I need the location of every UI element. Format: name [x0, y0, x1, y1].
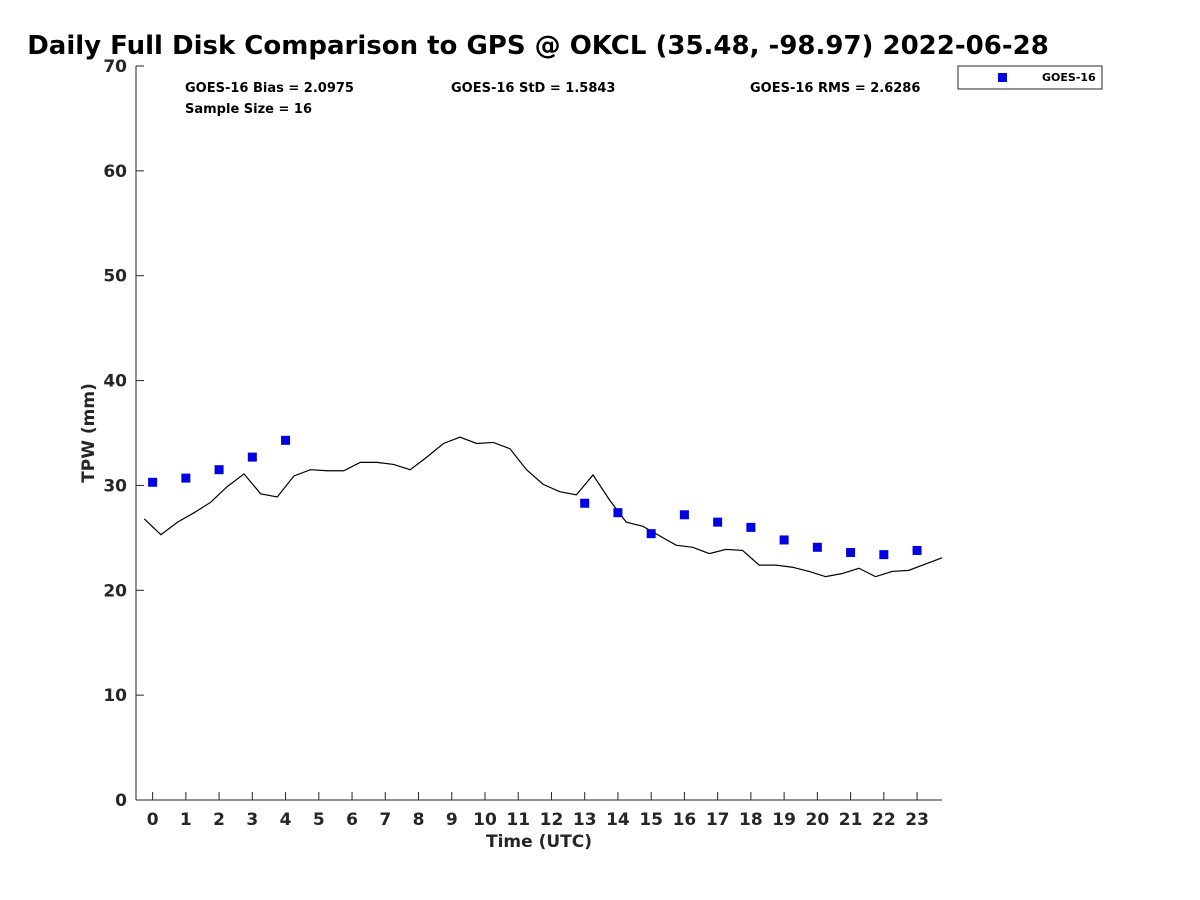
sample-size-stat: Sample Size = 16	[185, 102, 312, 117]
goes16-point	[679, 510, 689, 520]
plot-area	[135, 66, 942, 801]
x-tick-label: 15	[639, 810, 663, 830]
x-tick-label: 7	[379, 810, 391, 830]
x-tick-label: 20	[806, 810, 830, 830]
gps-line	[143, 436, 943, 578]
x-tick-label: 12	[540, 810, 564, 830]
x-axis-label: Time (UTC)	[486, 832, 592, 852]
x-tick-label: 10	[473, 810, 497, 830]
gps-series	[143, 436, 943, 578]
rms-stat: GOES-16 RMS = 2.6286	[750, 81, 920, 96]
x-tick-label: 4	[280, 810, 292, 830]
goes16-point	[247, 452, 257, 462]
legend-box	[957, 65, 1103, 90]
y-tick-label: 60	[103, 162, 127, 182]
y-tick-label: 70	[103, 57, 127, 77]
x-tick-label: 16	[673, 810, 697, 830]
x-tick-label: 0	[147, 810, 159, 830]
y-tick-label: 10	[103, 686, 127, 706]
goes16-point	[713, 517, 723, 527]
goes16-point	[580, 498, 590, 508]
bias-stat: GOES-16 Bias = 2.0975	[185, 81, 354, 96]
y-tick-label: 40	[103, 372, 127, 392]
x-tick-label: 6	[346, 810, 358, 830]
x-tick-label: 1	[180, 810, 192, 830]
legend: GOES-16	[957, 65, 1103, 90]
goes16-point	[181, 473, 191, 483]
goes16-point	[746, 522, 756, 532]
x-tick-label: 11	[506, 810, 530, 830]
legend-marker	[998, 73, 1007, 82]
x-tick-label: 2	[213, 810, 225, 830]
legend-label: GOES-16	[1042, 71, 1096, 84]
goes16-point	[912, 545, 922, 555]
x-tick-label: 13	[573, 810, 597, 830]
goes16-point	[613, 508, 623, 518]
chart-title: Daily Full Disk Comparison to GPS @ OKCL…	[27, 31, 1049, 61]
goes16-point	[846, 548, 856, 558]
x-tick-label: 3	[246, 810, 258, 830]
x-tick-label: 21	[839, 810, 863, 830]
goes16-series	[148, 435, 922, 560]
x-tick-label: 19	[772, 810, 796, 830]
x-tick-label: 23	[905, 810, 929, 830]
y-axis-ticks: 0 10 20 30 40 50 60 70	[103, 57, 144, 811]
x-tick-label: 14	[606, 810, 630, 830]
x-axis-ticks: 0 1 2 3 4 5 6 7 8 9 10 11 12 13 14 15 16 17 18 19 20 21 22 23	[147, 792, 929, 830]
goes16-point	[779, 535, 789, 545]
goes16-point	[214, 465, 224, 475]
goes16-point	[812, 542, 822, 552]
goes16-point	[646, 529, 656, 539]
x-tick-label: 8	[413, 810, 425, 830]
goes16-point	[281, 435, 291, 445]
y-axis-label: TPW (mm)	[79, 383, 99, 483]
x-tick-label: 9	[446, 810, 458, 830]
std-stat: GOES-16 StD = 1.5843	[451, 81, 615, 96]
y-tick-label: 0	[115, 791, 127, 811]
y-tick-label: 50	[103, 267, 127, 287]
x-tick-label: 17	[706, 810, 730, 830]
x-tick-label: 5	[313, 810, 325, 830]
goes16-point	[879, 550, 889, 560]
x-tick-label: 18	[739, 810, 763, 830]
goes16-point	[148, 477, 158, 487]
y-tick-label: 30	[103, 476, 127, 496]
x-tick-label: 22	[872, 810, 896, 830]
y-tick-label: 20	[103, 581, 127, 601]
